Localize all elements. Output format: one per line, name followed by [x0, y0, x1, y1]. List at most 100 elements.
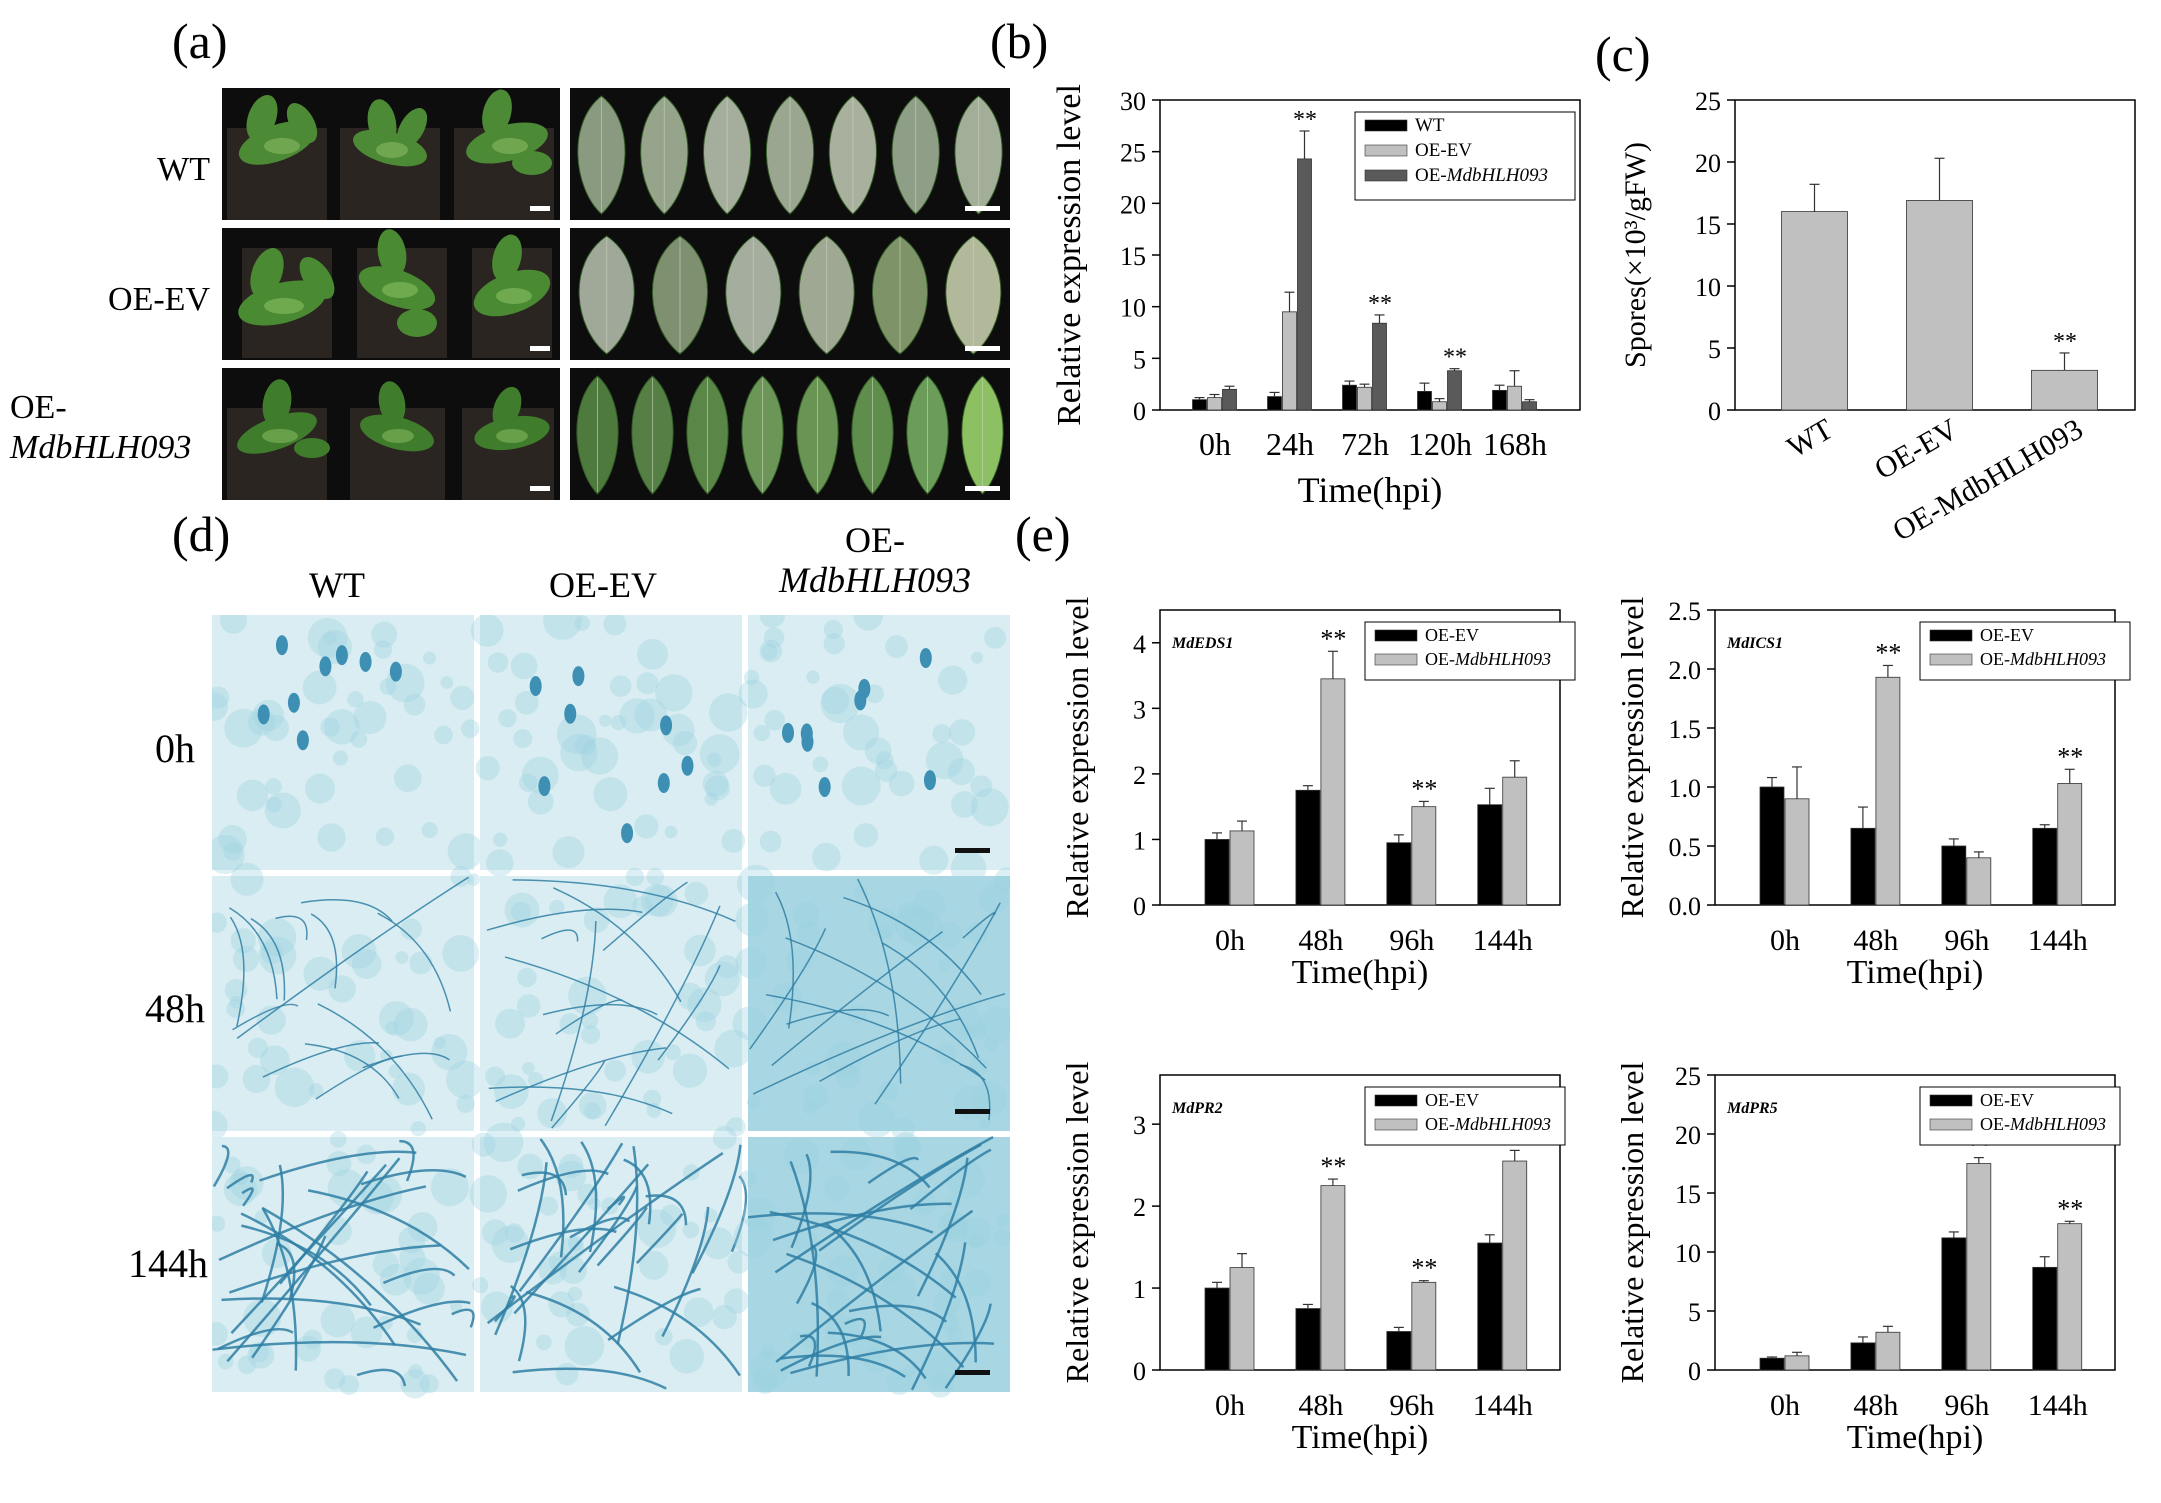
legend-swatch — [1929, 1094, 1973, 1107]
bar — [1784, 1355, 1810, 1371]
y-tick-label: 0.0 — [1669, 892, 1702, 921]
micrograph-cell — [470, 615, 748, 877]
significance-mark: ** — [1320, 624, 1346, 653]
scale-bar — [530, 486, 550, 491]
bar — [1784, 798, 1810, 906]
bar — [1759, 786, 1785, 906]
photo-wt-plants — [222, 88, 560, 220]
legend-swatch — [1374, 1094, 1418, 1107]
legend: OE-EV OE-MdbHLH093 — [1364, 621, 1576, 681]
leaf — [871, 235, 929, 355]
plot-frame — [1714, 1074, 2116, 1371]
y-tick-label: 20 — [1675, 1121, 1701, 1150]
bar — [1192, 399, 1207, 411]
bar — [1850, 1342, 1876, 1371]
y-tick-label: 1.0 — [1669, 774, 1702, 803]
legend-label: WT — [1415, 115, 1445, 136]
micrograph-cell — [732, 864, 1010, 1141]
legend-label: OE-MdbHLH093 — [1980, 1114, 2106, 1134]
legend-swatch — [1364, 144, 1408, 157]
y-tick-label: 20 — [1695, 149, 1721, 178]
legend: OE-EV OE-MdbHLH093 — [1919, 621, 2131, 681]
legend-swatch — [1374, 629, 1418, 642]
significance-mark: ** — [1875, 638, 1901, 667]
bar — [1295, 1308, 1321, 1371]
leaf — [961, 375, 1004, 495]
x-tick-label: OE-EV — [1869, 412, 1964, 486]
y-tick-label: 5 — [1708, 335, 1721, 364]
y-axis-label: Relative expression level — [1059, 1062, 1095, 1384]
micrograph-cell — [212, 862, 485, 1141]
chart-e-mdics1: 0.0 0.5 1.0 1.5 2.0 2.5 Relative expression le… — [1614, 597, 2131, 991]
legend-swatch — [1929, 629, 1973, 642]
bar — [1372, 322, 1387, 411]
bar — [1477, 804, 1503, 906]
legend-swatch — [1374, 1118, 1418, 1131]
chart-e-mdeds1: 0 1 2 3 4 Relative expression level 0h ** 48h ** 9… — [1059, 597, 1576, 991]
significance-mark: ** — [1368, 291, 1392, 317]
leaf — [891, 95, 940, 215]
x-tick-label: 168h — [1483, 426, 1547, 462]
bar — [1850, 827, 1876, 906]
y-tick-label: 30 — [1120, 87, 1146, 116]
panel-d-row-label-144h: 144h — [128, 1241, 208, 1286]
bar — [1447, 370, 1462, 411]
bar — [1759, 1357, 1785, 1371]
panel-e-letter: (e) — [1015, 506, 1071, 562]
y-tick-label: 2.0 — [1669, 656, 1702, 685]
x-tick-label: 144h — [1473, 1389, 1533, 1422]
leaf — [725, 235, 782, 355]
panel-a-letter: (a) — [172, 13, 228, 69]
chart-e-mdpr5: 0 5 10 15 20 25 Relative expression level 0h 48h… — [1614, 1062, 2121, 1456]
x-tick-label: 48h — [1853, 1389, 1898, 1422]
photo-oe-ev-plants — [222, 228, 560, 360]
chart-b: 0 5 10 15 20 25 30 Relative expression level 0h *… — [1051, 84, 1581, 510]
y-tick-label: 0 — [1133, 397, 1146, 426]
y-tick-label: 0 — [1133, 892, 1146, 921]
x-tick-label: 24h — [1266, 426, 1314, 462]
leaf — [640, 95, 689, 215]
scale-bar — [530, 346, 550, 351]
scale-bar — [965, 206, 1000, 211]
bar — [1320, 1185, 1346, 1371]
significance-mark: ** — [2053, 329, 2077, 355]
micrograph-cell — [480, 867, 753, 1137]
bar — [1522, 401, 1537, 411]
micrograph-cell — [738, 615, 1010, 887]
bar — [1386, 1331, 1412, 1371]
legend-label: OE-MdbHLH093 — [1425, 649, 1551, 669]
x-tick-label: 72h — [1341, 426, 1389, 462]
panel-a-row-label-wt: WT — [157, 151, 210, 188]
y-tick-label: 2 — [1133, 761, 1146, 790]
oe-ev-leaves-image — [570, 228, 1010, 360]
micrograph-cell — [212, 615, 484, 875]
legend-label: OE-EV — [1980, 1090, 2034, 1110]
y-axis-label: Relative expression level — [1614, 597, 1650, 919]
panel-d-col-label-wt: WT — [309, 565, 365, 605]
legend-swatch — [1929, 653, 1973, 666]
micrograph-cell — [469, 1122, 751, 1392]
x-axis-label: Time(hpi) — [1292, 954, 1429, 991]
bar — [1781, 211, 1848, 411]
panel-a-row-label-oe-gene: OE- MdbHLH093 — [10, 389, 192, 466]
y-tick-label: 3 — [1133, 695, 1146, 724]
bar — [1966, 1163, 1992, 1371]
x-tick-label: 144h — [1473, 924, 1533, 957]
bar — [1295, 789, 1321, 906]
x-tick-label: 96h — [1944, 1389, 1989, 1422]
x-tick-label: WT — [1782, 412, 1839, 464]
x-tick-label: 0h — [1770, 924, 1800, 957]
plot-frame — [1159, 1074, 1561, 1371]
oe-gene-leaves-image — [570, 368, 1010, 500]
x-axis-label: Time(hpi) — [1847, 1419, 1984, 1456]
chart-title: MdEDS1 — [1171, 635, 1233, 652]
legend-label: OE-EV — [1425, 625, 1479, 645]
scale-bar — [965, 486, 1000, 491]
bar — [2032, 1266, 2058, 1371]
leaf — [945, 235, 1002, 355]
leaf — [828, 95, 877, 215]
leaf — [741, 375, 784, 495]
legend-swatch — [1364, 119, 1408, 132]
scale-bar — [955, 1109, 990, 1114]
